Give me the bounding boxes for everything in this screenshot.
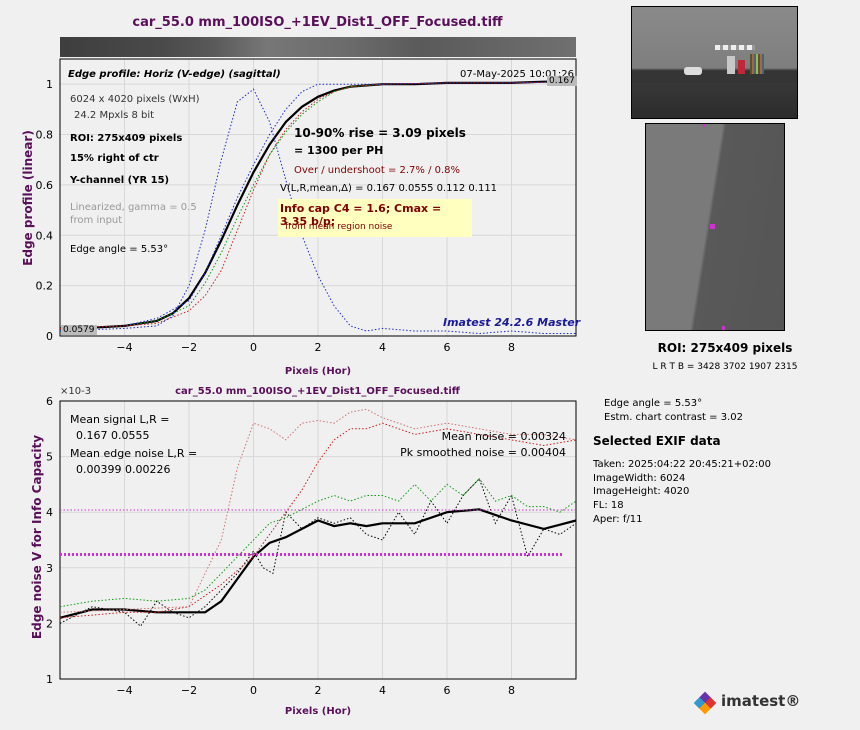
thumb-floor-line <box>632 71 797 83</box>
top-ylabel: Edge profile (linear) <box>21 130 35 266</box>
bottom-xtick-label: 6 <box>444 684 451 697</box>
top-xtick-label: 8 <box>508 341 515 354</box>
bottom-ytick-label: 3 <box>46 562 53 575</box>
bottom-chart-title: car_55.0 mm_100ISO_+1EV_Dist1_OFF_Focuse… <box>175 386 460 397</box>
exif-taken: Taken: 2025:04:22 20:45:21+02:00 <box>593 459 771 470</box>
edge-profile-subtitle: Edge profile: Horiz (V-edge) (sagittal) <box>68 69 281 80</box>
edge-gradient-bar <box>60 37 576 57</box>
roi-text: ROI: 275x409 pixels <box>70 133 183 144</box>
mean-edge-noise-values: 0.00399 0.00226 <box>76 463 171 476</box>
top-xtick-label: −4 <box>116 341 132 354</box>
bottom-xtick-label: 2 <box>315 684 322 697</box>
top-ytick-label: 0.2 <box>36 280 54 293</box>
exif-width: ImageWidth: 6024 <box>593 472 686 484</box>
exif-fl: FL: 18 <box>593 500 624 512</box>
per-ph-text: = 1300 per PH <box>294 144 384 157</box>
bottom-xtick-label: −4 <box>116 684 132 697</box>
hi-level-label: 0.167 <box>547 76 577 86</box>
top-ytick-label: 1 <box>46 78 53 91</box>
right-edge-angle: Edge angle = 5.53° <box>604 398 703 409</box>
thumb-color-chart <box>750 54 764 74</box>
imatest-logo-text: imatest® <box>721 692 801 710</box>
mean-noise-text: Mean noise = 0.00324 <box>441 430 566 443</box>
top-series-2 <box>59 81 577 329</box>
mean-edge-noise-label: Mean edge noise L,R = <box>70 447 198 460</box>
top-xtick-label: 0 <box>250 341 257 354</box>
from-noise-text: from mean region noise <box>285 222 393 232</box>
pk-noise-text: Pk smoothed noise = 0.00404 <box>400 446 566 459</box>
top-xtick-label: −2 <box>181 341 197 354</box>
bottom-ytick-label: 4 <box>46 506 53 519</box>
bottom-ytick-label: 1 <box>46 673 53 686</box>
bottom-ytick-label: 6 <box>46 395 53 408</box>
bottom-plot-frame <box>59 400 577 680</box>
image-mpx: 24.2 Mpxls 8 bit <box>74 110 155 121</box>
bottom-series-0 <box>59 508 577 619</box>
thumb-car <box>684 67 702 75</box>
top-ytick-label: 0 <box>46 330 53 343</box>
thumb-red-target <box>738 60 745 74</box>
top-plot-frame <box>59 58 577 337</box>
roi-top-marker <box>703 124 706 127</box>
chart-contrast: Estm. chart contrast = 3.02 <box>604 412 743 423</box>
roi-size-label: ROI: 275x409 pixels <box>657 341 793 355</box>
roi-center-marker <box>710 224 715 229</box>
thumb-top-cards <box>715 45 755 50</box>
capture-date: 07-May-2025 10:01:26 <box>460 69 574 80</box>
overshoot-text: Over / undershoot = 2.7% / 0.8% <box>294 165 461 176</box>
roi-position: 15% right of ctr <box>70 153 159 164</box>
rise-text: 10-90% rise = 3.09 pixels <box>294 126 466 140</box>
top-xlabel: Pixels (Hor) <box>284 366 352 377</box>
exif-height: ImageHeight: 4020 <box>593 486 690 498</box>
roi-crop-image <box>645 123 785 331</box>
thumb-chart-card <box>727 56 735 74</box>
channel-text: Y-channel (YR 15) <box>70 175 170 186</box>
bottom-ytick-label: 5 <box>46 451 53 464</box>
top-ytick-label: 0.6 <box>36 179 54 192</box>
exif-aper: Aper: f/11 <box>593 513 643 525</box>
exif-title: Selected EXIF data <box>593 434 721 448</box>
from-input-text: from input <box>70 215 123 226</box>
exif-list: Taken: 2025:04:22 20:45:21+02:00 ImageWi… <box>593 458 771 527</box>
bottom-series-1 <box>59 477 577 627</box>
vlr-text: V(L,R,mean,Δ) = 0.167 0.0555 0.112 0.111 <box>280 183 498 194</box>
bottom-xtick-label: 0 <box>250 684 257 697</box>
top-xtick-label: 4 <box>379 341 386 354</box>
image-thumbnail <box>631 6 798 119</box>
info-cap-text: Info cap C4 = 1.6; Cmax = 3.35 b/p; <box>280 202 442 228</box>
top-ytick-label: 0.8 <box>36 129 54 142</box>
bottom-xtick-label: 4 <box>379 684 386 697</box>
image-dims: 6024 x 4020 pixels (WxH) <box>70 94 200 105</box>
bottom-exponent: ×10-3 <box>60 386 92 397</box>
lo-level-label: 0.0579 <box>61 325 97 335</box>
top-xtick-label: 2 <box>315 341 322 354</box>
bottom-xtick-label: −2 <box>181 684 197 697</box>
edge-angle-text: Edge angle = 5.53° <box>70 244 169 255</box>
bottom-series-3 <box>59 422 577 619</box>
info-capacity-box: Info cap C4 = 1.6; Cmax = 3.35 b/p; from… <box>278 199 472 237</box>
roi-bottom-marker <box>722 326 725 330</box>
top-ytick-label: 0.4 <box>36 229 54 242</box>
top-chart-title: car_55.0 mm_100ISO_+1EV_Dist1_OFF_Focuse… <box>132 15 503 30</box>
version-text: Imatest 24.2.6 Master <box>443 316 581 329</box>
bottom-ytick-label: 2 <box>46 617 53 630</box>
mean-signal-values: 0.167 0.0555 <box>76 429 150 442</box>
top-xtick-label: 6 <box>444 341 451 354</box>
roi-lrtb-label: L R T B = 3428 3702 1907 2315 <box>652 362 798 372</box>
bottom-xlabel: Pixels (Hor) <box>284 706 352 717</box>
bottom-xtick-label: 8 <box>508 684 515 697</box>
bottom-ylabel: Edge noise V for Info Capacity <box>30 434 44 640</box>
linearized-text: Linearized, gamma = 0.5 <box>70 202 197 213</box>
mean-signal-label: Mean signal L,R = <box>70 413 170 426</box>
